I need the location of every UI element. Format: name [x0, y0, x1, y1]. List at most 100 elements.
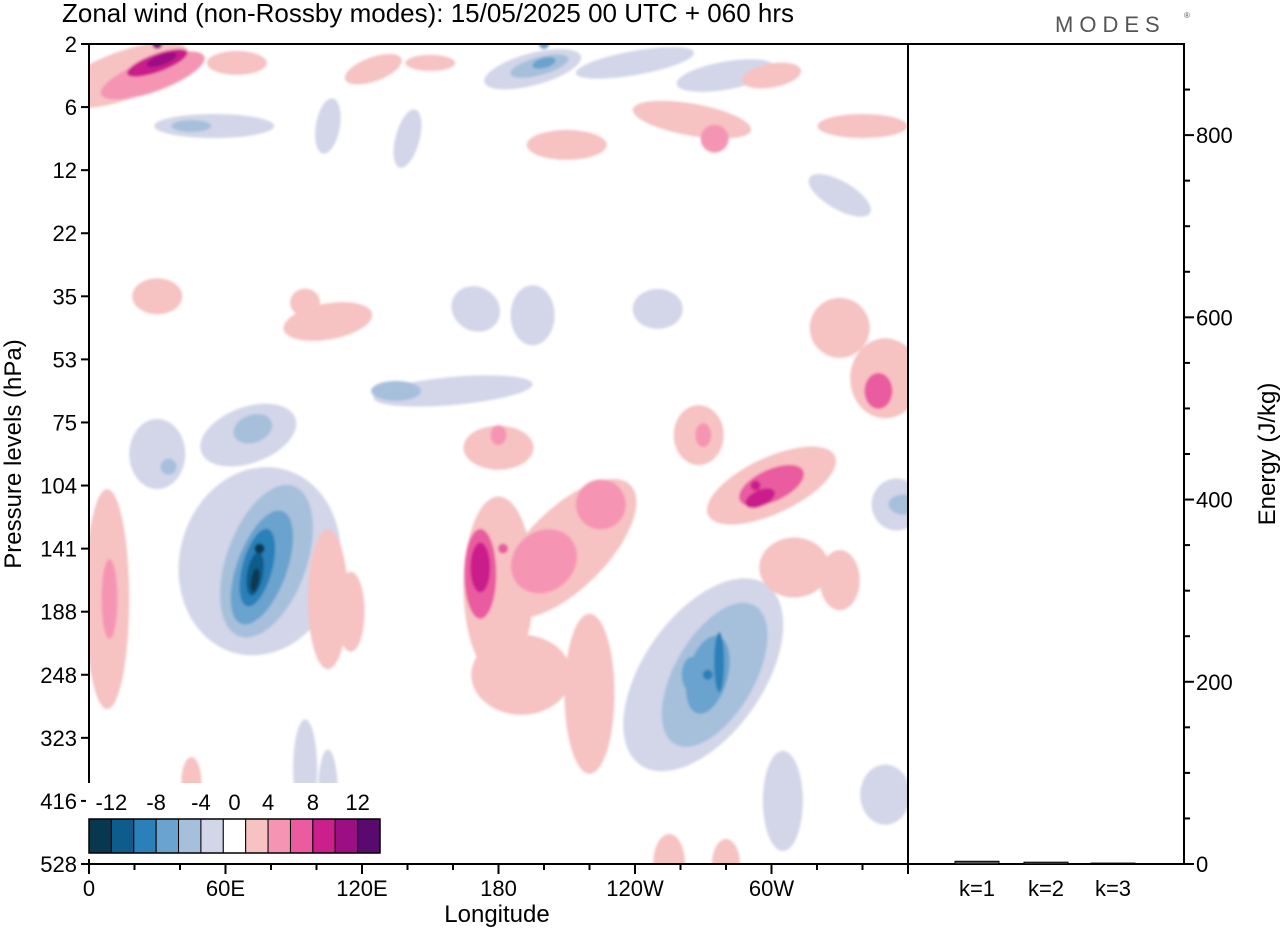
colorbar-tick-label: 8	[307, 790, 319, 815]
y-tick-label: 323	[40, 726, 77, 751]
y-tick-label: 248	[40, 663, 77, 688]
wind-contour	[344, 53, 402, 85]
x-tick-label: 120E	[336, 876, 387, 901]
y-tick-label: 35	[53, 284, 77, 309]
energy-category-label: k=3	[1095, 876, 1131, 901]
colorbar: -12 -8 -4 0 4 8 12	[86, 783, 383, 859]
wind-contour	[336, 571, 365, 652]
wind-contour	[759, 537, 830, 598]
energy-category-label: k=2	[1028, 876, 1064, 901]
y-tick-label: 12	[53, 158, 77, 183]
feature-core	[702, 669, 713, 680]
wind-contour	[206, 50, 267, 75]
energy-tick-label: 400	[1196, 488, 1233, 513]
chart-title: Zonal wind (non-Rossby modes): 15/05/202…	[62, 0, 794, 28]
y-tick-label: 528	[40, 852, 77, 877]
wind-contour	[860, 764, 908, 825]
colorbar-tick-label: -4	[191, 790, 211, 815]
colorbar-swatch	[155, 818, 180, 854]
wind-contour	[315, 98, 341, 154]
feature-core	[498, 543, 509, 554]
colorbar-tick-label: -12	[95, 790, 127, 815]
colorbar-swatch	[110, 818, 135, 854]
energy-category-label: k=1	[959, 876, 995, 901]
heatmap-panel: 2 6 12 22 35 53 75 104 141 188 248 323 416 528 0 60E 12…	[0, 32, 909, 928]
wind-contour	[463, 425, 534, 470]
wind-contour	[154, 114, 275, 138]
colorbar-swatch	[289, 818, 314, 854]
y-tick-label: 6	[65, 95, 77, 120]
energy-axis: 0 200 400 600 800	[1184, 88, 1233, 877]
y-tick-label: 188	[40, 600, 77, 625]
wind-contour	[575, 47, 695, 79]
y-tick-label: 2	[65, 32, 77, 57]
wind-contour	[695, 423, 712, 448]
colorbar-swatch	[222, 818, 247, 854]
energy-bars: k=1 k=2 k=3	[954, 860, 1136, 901]
wind-contour	[250, 568, 260, 592]
wind-contour	[132, 278, 183, 315]
colorbar-swatch	[200, 818, 224, 854]
wind-contour	[290, 288, 321, 317]
colorbar-swatch	[312, 818, 336, 854]
wind-contour	[129, 419, 186, 489]
wind-contour	[809, 297, 870, 358]
wind-contour	[864, 372, 893, 409]
wind-contour	[146, 52, 177, 67]
colorbar-swatch	[267, 818, 291, 854]
wind-contour	[471, 634, 572, 715]
energy-axis-label: Energy (J/kg)	[1254, 383, 1280, 526]
energy-tick-label: 800	[1196, 123, 1233, 148]
wind-contour	[564, 613, 615, 774]
wind-contour	[817, 114, 908, 138]
colorbar-swatch	[334, 818, 359, 854]
y-tick-label: 104	[40, 474, 77, 499]
y-tick-label: 22	[53, 221, 77, 246]
energy-bar	[1023, 861, 1069, 865]
colorbar-tick-label: 0	[228, 790, 240, 815]
wind-contour	[470, 542, 491, 593]
y-tick-label: 53	[53, 347, 77, 372]
wind-contour	[632, 288, 683, 329]
colorbar-tick-label: -8	[146, 790, 166, 815]
feature-core	[254, 543, 265, 554]
wind-contour	[171, 120, 212, 132]
longitude-axis: 0 60E 120E 180 120W 60W	[83, 864, 909, 901]
wind-contour	[405, 54, 456, 71]
wind-contour	[101, 559, 118, 640]
wind-contour	[510, 285, 555, 346]
y-tick-label: 141	[40, 537, 77, 562]
colorbar-swatch	[357, 818, 381, 854]
colorbar-swatch	[178, 818, 202, 854]
energy-tick-label: 600	[1196, 305, 1233, 330]
wind-contour	[808, 174, 871, 217]
x-tick-label: 120W	[606, 876, 664, 901]
energy-tick-label: 200	[1196, 670, 1233, 695]
colorbar-swatch	[88, 818, 112, 854]
feature-core	[152, 44, 163, 49]
wind-contour	[100, 51, 205, 100]
wind-contour	[653, 834, 686, 864]
wind-contour	[307, 529, 348, 670]
x-tick-label: 60W	[749, 876, 794, 901]
y-tick-label: 416	[40, 789, 77, 814]
colorbar-tick-label: 4	[262, 790, 274, 815]
wind-contour	[490, 425, 507, 446]
x-tick-label: 180	[480, 876, 517, 901]
colorbar-swatch	[245, 818, 269, 854]
wind-contour	[745, 488, 776, 509]
energy-bar	[1090, 862, 1136, 865]
wind-contour	[160, 458, 177, 475]
x-axis-label: Longitude	[444, 901, 549, 928]
x-tick-label: 0	[83, 876, 95, 901]
wind-contour	[393, 109, 422, 168]
x-tick-label: 60E	[206, 876, 245, 901]
wind-contours	[89, 44, 908, 864]
colorbar-tick-label: 12	[345, 790, 369, 815]
wind-contour	[741, 62, 802, 89]
y-tick-label: 75	[53, 410, 77, 435]
feature-core	[539, 44, 549, 49]
wind-contour	[712, 839, 740, 864]
wind-contour	[575, 479, 626, 530]
